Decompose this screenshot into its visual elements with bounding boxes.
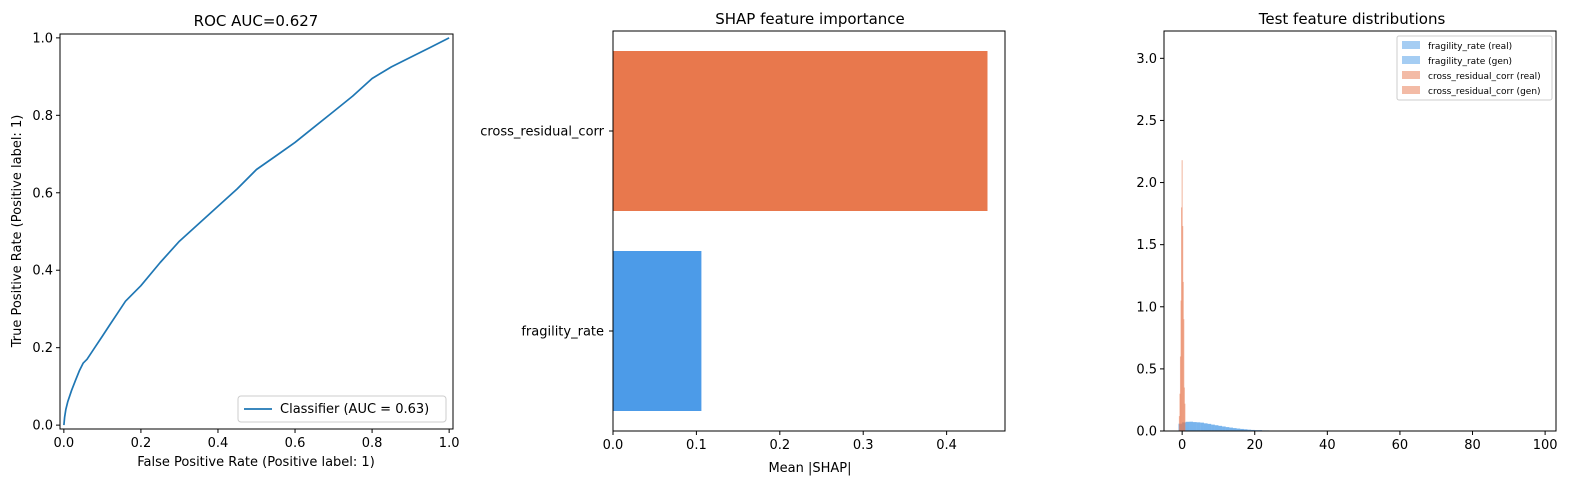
roc-y-tick-label: 0.6: [32, 186, 53, 201]
hist-bar: [1222, 426, 1226, 431]
hist-bar: [1179, 393, 1181, 431]
shap-category-label: cross_residual_corr: [480, 125, 604, 140]
roc-y-tick-label: 0.2: [32, 341, 53, 356]
roc-x-tick-label: 0.8: [362, 436, 383, 451]
hist-legend-swatch-2: [1402, 56, 1420, 64]
hist-bar: [1229, 427, 1233, 431]
roc-x-tick-label: 0.4: [208, 436, 229, 451]
roc-panel: ROC AUC=0.627 0.0 0.2 0.4 0.6 0.8 1.0 0.00.20…: [10, 12, 459, 470]
hist-bar: [1196, 422, 1201, 431]
hist-legend-label-3: cross_residual_corr (real): [1428, 72, 1541, 82]
shap-x-ticks: 0.0 0.1 0.2 0.3 0.4: [603, 431, 957, 453]
roc-legend: Classifier (AUC = 0.63): [237, 395, 447, 423]
hist-y-tick-label: 0.5: [1136, 362, 1157, 377]
hist-legend-swatch-3: [1402, 71, 1420, 79]
shap-x-tick-label: 0.2: [769, 438, 790, 453]
hist-bar: [1183, 387, 1185, 431]
hist-y-tick-label: 1.0: [1136, 300, 1157, 315]
roc-y-tick-label: 0.4: [32, 264, 53, 279]
shap-axes-frame: [612, 30, 1006, 432]
hist-legend-swatch-4: [1402, 86, 1420, 94]
roc-x-tick-label: 0.0: [54, 436, 75, 451]
shap-category-label: fragility_rate: [521, 325, 604, 340]
hist-y-tick-label: 3.0: [1136, 52, 1157, 67]
hist-bar: [1240, 429, 1244, 431]
roc-x-ticks: 0.0 0.2 0.4 0.6 0.8 1.0: [54, 429, 460, 451]
hist-bar: [1214, 425, 1219, 431]
hist-x-tick-label: 80: [1464, 438, 1481, 453]
hist-bar: [1225, 427, 1230, 431]
hist-bar: [1218, 426, 1223, 431]
hist-bar: [1243, 429, 1248, 431]
roc-x-axis-label: False Positive Rate (Positive label: 1): [137, 455, 375, 470]
hist-bar: [1207, 424, 1212, 431]
hist-x-ticks: 0 20 40 60 80 100: [1178, 431, 1558, 453]
hist-legend: fragility_rate (real) fragility_rate (ge…: [1396, 35, 1553, 101]
shap-title: SHAP feature importance: [715, 10, 905, 28]
hist-bar: [1193, 422, 1197, 431]
shap-bar: [613, 51, 988, 211]
roc-x-tick-label: 0.2: [131, 436, 152, 451]
hist-title: Test feature distributions: [1258, 10, 1446, 28]
hist-y-tick-label: 2.5: [1136, 114, 1157, 129]
hist-x-tick-label: 20: [1246, 438, 1263, 453]
shap-panel: SHAP feature importance 0.0 0.1 0.2 0.3 0.4 …: [480, 10, 1006, 476]
hist-legend-label-1: fragility_rate (real): [1428, 42, 1512, 52]
hist-y-ticks: 0.0 0.5 1.0 1.5 2.0 2.5 3.0: [1136, 52, 1164, 440]
hist-x-tick-label: 100: [1533, 438, 1558, 453]
roc-y-ticks: 0.0 0.2 0.4 0.6 0.8 1.0: [32, 31, 60, 434]
hist-bar: [1203, 423, 1208, 431]
hist-bar: [1180, 300, 1182, 431]
hist-y-tick-label: 1.5: [1136, 238, 1157, 253]
roc-axes-frame: [59, 33, 454, 430]
hist-bar: [1189, 421, 1194, 431]
roc-y-tick-label: 0.8: [32, 109, 53, 124]
hist-bar: [1247, 429, 1252, 431]
hist-bar: [1181, 160, 1183, 431]
roc-y-tick-label: 1.0: [32, 31, 53, 46]
hist-axes-frame: [1163, 30, 1557, 432]
hist-x-tick-label: 40: [1319, 438, 1336, 453]
hist-bar: [1182, 281, 1184, 431]
shap-x-tick-label: 0.4: [936, 438, 957, 453]
hist-bar: [1211, 424, 1215, 431]
hist-x-tick-label: 60: [1392, 438, 1409, 453]
roc-x-tick-label: 1.0: [439, 436, 460, 451]
shap-bar: [613, 251, 702, 411]
roc-title: ROC AUC=0.627: [194, 12, 319, 30]
hist-legend-label-4: cross_residual_corr (gen): [1428, 87, 1541, 97]
roc-x-tick-label: 0.6: [285, 436, 306, 451]
shap-x-tick-label: 0.3: [853, 438, 874, 453]
roc-y-tick-label: 0.0: [32, 419, 53, 434]
hist-bar: [1200, 422, 1204, 431]
roc-curve: [63, 37, 450, 426]
shap-x-tick-label: 0.0: [603, 438, 624, 453]
hist-bar: [1232, 428, 1237, 431]
hist-bar: [1184, 403, 1186, 431]
roc-y-axis-label: True Positive Rate (Positive label: 1): [10, 115, 25, 349]
hist-x-tick-label: 0: [1178, 438, 1186, 453]
hist-bar: [1178, 416, 1180, 431]
hist-y-tick-label: 0.0: [1136, 425, 1157, 440]
hist-legend-box: [1396, 35, 1553, 101]
hist-bars: [1178, 160, 1292, 431]
hist-legend-label-2: fragility_rate (gen): [1428, 57, 1512, 67]
roc-legend-label: Classifier (AUC = 0.63): [280, 402, 429, 417]
shap-x-tick-label: 0.1: [686, 438, 707, 453]
hist-bar: [1183, 319, 1185, 431]
hist-panel: Test feature distributions 0 20 40 60 80 100 …: [1136, 10, 1557, 453]
hist-bar: [1236, 428, 1241, 431]
hist-legend-swatch-1: [1402, 41, 1420, 49]
roc-marks: [63, 37, 450, 426]
shap-bars: [613, 51, 988, 411]
shap-x-axis-label: Mean |SHAP|: [768, 461, 851, 476]
shap-y-ticks: cross_residual_corr fragility_rate: [480, 125, 613, 340]
hist-bar: [1185, 422, 1190, 431]
roc-legend-box: [237, 395, 447, 423]
hist-y-tick-label: 2.0: [1136, 176, 1157, 191]
